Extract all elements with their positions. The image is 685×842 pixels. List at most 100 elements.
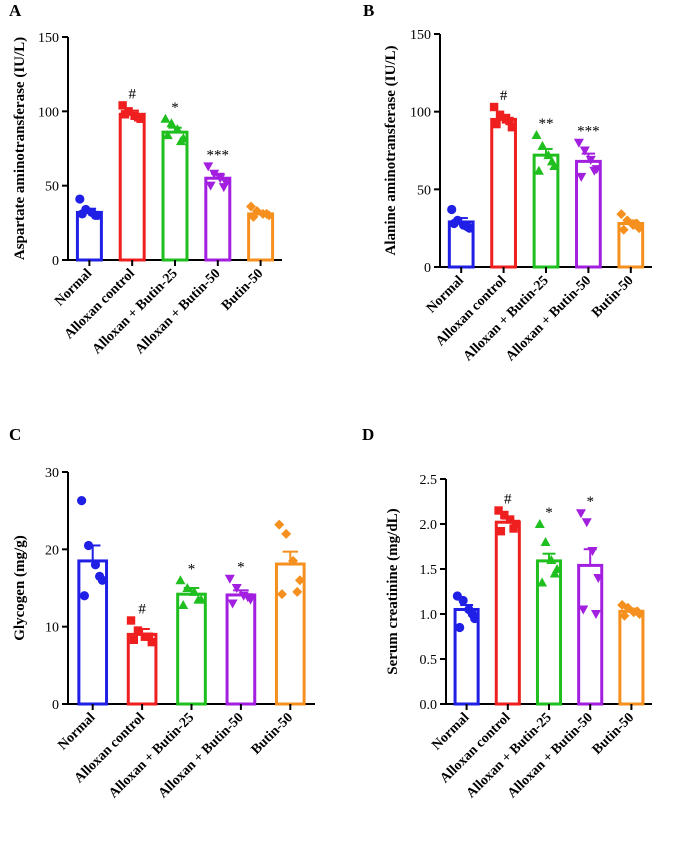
y-tick-label: 1.0 <box>420 608 438 623</box>
data-point <box>616 209 627 220</box>
y-tick-label: 20 <box>45 543 59 558</box>
data-point <box>83 540 94 551</box>
bar <box>161 130 189 262</box>
significance-label: # <box>138 601 146 617</box>
y-tick-label: 30 <box>45 466 59 481</box>
y-tick-label: 0 <box>52 254 59 269</box>
x-tick-label: Alloxan + Butin-50 <box>156 710 247 801</box>
y-tick-label: 0.5 <box>420 653 438 668</box>
data-point <box>533 165 544 175</box>
panel-letter: A <box>9 1 22 20</box>
panel-letter: D <box>362 425 374 444</box>
data-point <box>129 635 139 645</box>
y-tick-label: 2.5 <box>420 473 438 488</box>
data-point <box>489 102 499 112</box>
data-point <box>505 515 515 524</box>
y-tick-label: 50 <box>417 183 431 198</box>
bar <box>618 609 645 706</box>
data-point <box>618 224 629 235</box>
data-point <box>589 166 600 176</box>
data-point <box>175 136 186 146</box>
panel-letter: B <box>363 1 374 20</box>
significance-label: *** <box>577 124 600 140</box>
data-point <box>511 519 521 529</box>
data-point <box>492 119 501 129</box>
data-point <box>581 518 592 528</box>
data-point <box>540 537 551 546</box>
data-point <box>189 586 200 596</box>
significance-label: * <box>586 494 594 510</box>
y-tick-label: 100 <box>410 106 431 121</box>
y-tick-label: 1.5 <box>420 563 438 578</box>
data-point <box>593 574 604 583</box>
bar <box>577 563 604 706</box>
significance-label: * <box>237 560 245 576</box>
data-point <box>537 577 548 587</box>
data-point <box>205 181 216 191</box>
x-tick-label: Butin-50 <box>249 710 296 757</box>
data-point <box>500 510 509 520</box>
data-point <box>193 594 204 604</box>
data-point <box>590 610 601 619</box>
data-point <box>224 574 235 584</box>
data-point <box>144 632 154 641</box>
data-point <box>231 584 242 593</box>
y-tick-label: 10 <box>45 621 59 636</box>
data-point <box>166 118 177 128</box>
data-point <box>77 209 87 219</box>
data-point <box>494 506 503 515</box>
data-point <box>585 155 596 165</box>
significance-label: * <box>545 505 553 521</box>
data-point <box>467 609 477 619</box>
y-tick-label: 2.0 <box>420 518 438 533</box>
chart-panel-d: D Serum creatinine (mg/dL) 0.0 0.5 1.0 1.5 2.0… <box>362 425 652 801</box>
bar <box>247 212 275 262</box>
data-point <box>575 509 586 519</box>
chart-panel-a: A Aspartate aminotransferase (IU/L) 0 50 100… <box>9 1 282 357</box>
x-tick-label: Butin-50 <box>219 266 266 313</box>
data-point <box>622 215 633 226</box>
data-point <box>203 162 214 172</box>
data-point <box>632 606 643 617</box>
y-tick-label: 50 <box>45 180 59 195</box>
data-point <box>495 110 505 119</box>
data-point <box>505 116 514 126</box>
data-point <box>178 600 189 610</box>
data-point <box>549 161 560 171</box>
bar <box>118 112 146 262</box>
y-tick-label: 0 <box>424 261 431 276</box>
data-point <box>246 201 257 212</box>
significance-label: *** <box>207 147 230 163</box>
significance-label: ** <box>539 116 554 132</box>
x-tick-label: Alloxan + Butin-50 <box>133 266 224 357</box>
significance-label: # <box>128 86 136 102</box>
data-point <box>281 528 292 539</box>
data-point <box>458 595 468 606</box>
y-tick-label: 100 <box>38 105 59 120</box>
data-point <box>218 183 229 193</box>
data-point <box>133 626 143 635</box>
data-point <box>242 593 253 603</box>
x-tick-label: Butin-50 <box>589 273 636 320</box>
data-point <box>462 222 472 232</box>
bar <box>176 592 207 706</box>
data-point <box>75 194 85 204</box>
data-point <box>579 146 590 156</box>
data-point <box>509 524 518 533</box>
chart-panel-b: B Alanine aminotransferase (IU/L) 0 50 100 15… <box>363 1 652 364</box>
y-axis-title: Alanine aminotransferase (IU/L) <box>383 46 399 256</box>
data-point <box>447 204 457 215</box>
data-point <box>90 210 100 220</box>
data-point <box>534 519 545 528</box>
data-point <box>95 571 105 582</box>
data-point <box>90 560 101 570</box>
x-tick-label: Alloxan + Butin-25 <box>106 710 197 801</box>
data-point <box>292 586 303 597</box>
data-point <box>172 124 183 134</box>
data-point <box>79 591 90 601</box>
bar <box>490 117 517 269</box>
y-tick-label: 150 <box>410 28 431 43</box>
data-point <box>294 575 305 586</box>
